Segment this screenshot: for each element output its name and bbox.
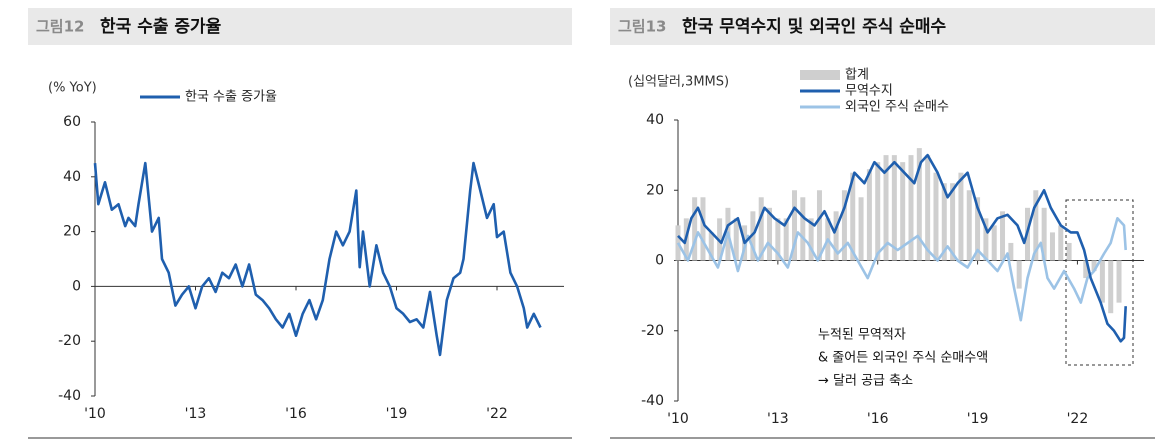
series-line — [676, 217, 1127, 322]
x-tick-label: '16 — [867, 411, 889, 427]
x-tick-label: '13 — [185, 406, 207, 422]
bar — [1099, 260, 1105, 303]
bar — [775, 218, 781, 261]
bar — [1083, 260, 1089, 279]
chart-title: 한국 수출 증가율 — [100, 17, 222, 37]
bar — [975, 197, 981, 261]
bar — [808, 218, 814, 261]
header-bar — [610, 8, 1155, 45]
bar — [1066, 242, 1072, 261]
header-bar — [28, 8, 572, 45]
y-unit-label: (% YoY) — [48, 81, 97, 96]
bar — [1108, 260, 1114, 314]
bar — [858, 197, 864, 261]
bar — [692, 197, 698, 261]
series-line — [93, 161, 542, 357]
bar — [1033, 190, 1039, 261]
series-line — [677, 153, 1127, 343]
bar — [1016, 260, 1022, 289]
bar — [816, 190, 822, 261]
x-tick-label: '19 — [967, 411, 989, 427]
bar — [875, 162, 881, 261]
y-tick-label: 20 — [646, 182, 664, 198]
bar — [1091, 260, 1097, 272]
bar — [1000, 211, 1006, 261]
y-tick-label: 0 — [655, 253, 664, 269]
x-tick-label: '13 — [767, 411, 789, 427]
legend-swatch — [800, 70, 840, 80]
y-tick-label: -20 — [58, 333, 81, 349]
legend-label: 한국 수출 증가율 — [185, 90, 277, 105]
bar — [950, 183, 956, 261]
x-tick-label: '10 — [84, 406, 106, 422]
annotation: & 줄어든 외국인 주식 순매수액 — [818, 351, 988, 366]
y-tick-label: -40 — [58, 388, 81, 404]
bar — [767, 207, 773, 261]
bar — [900, 162, 906, 261]
bar — [758, 197, 764, 261]
x-tick-label: '19 — [386, 406, 408, 422]
y-tick-label: 20 — [63, 224, 81, 240]
bar — [983, 218, 989, 261]
bar — [991, 225, 997, 261]
bar — [883, 155, 889, 261]
x-tick-label: '22 — [486, 406, 508, 422]
bar — [933, 172, 939, 261]
y-tick-label: 60 — [63, 114, 81, 130]
figure-label: 그림13 — [618, 18, 666, 36]
bar — [833, 211, 839, 261]
bar — [700, 197, 706, 261]
figure-label: 그림12 — [36, 18, 84, 36]
highlight-box — [1065, 199, 1134, 366]
bar — [708, 232, 714, 261]
bar — [783, 218, 789, 261]
bar — [800, 197, 806, 261]
legend-label: 무역수지 — [845, 84, 893, 99]
x-tick-label: '16 — [285, 406, 307, 422]
x-tick-label: '22 — [1067, 411, 1089, 427]
bar — [916, 148, 922, 261]
y-tick-label: -20 — [641, 323, 664, 339]
bar — [925, 155, 931, 261]
y-tick-label: 40 — [646, 112, 664, 128]
bar — [966, 190, 972, 261]
annotation: 누적된 무역적자 — [818, 328, 906, 343]
chart-title: 한국 무역수지 및 외국인 주식 순매수 — [682, 17, 947, 37]
bar — [1116, 260, 1122, 303]
annotation: → 달러 공급 축소 — [818, 374, 913, 389]
legend-label: 합계 — [845, 68, 869, 83]
bar — [1008, 242, 1014, 261]
y-tick-label: 40 — [63, 169, 81, 185]
bar — [941, 183, 947, 261]
bar — [1041, 207, 1047, 261]
bar — [891, 155, 897, 261]
legend-label: 외국인 주식 순매수 — [845, 100, 949, 115]
x-tick-label: '10 — [667, 411, 689, 427]
y-tick-label: -40 — [641, 393, 664, 409]
bar — [792, 190, 797, 261]
bar — [1049, 232, 1055, 261]
bar — [1058, 225, 1064, 261]
bar — [841, 190, 847, 261]
y-tick-label: 0 — [72, 278, 81, 294]
bar — [850, 172, 856, 261]
bar — [866, 169, 872, 261]
y-unit-label: (십억달러,3MMS) — [628, 75, 729, 90]
bar — [908, 155, 914, 261]
bar — [958, 172, 964, 261]
bar — [733, 218, 739, 261]
